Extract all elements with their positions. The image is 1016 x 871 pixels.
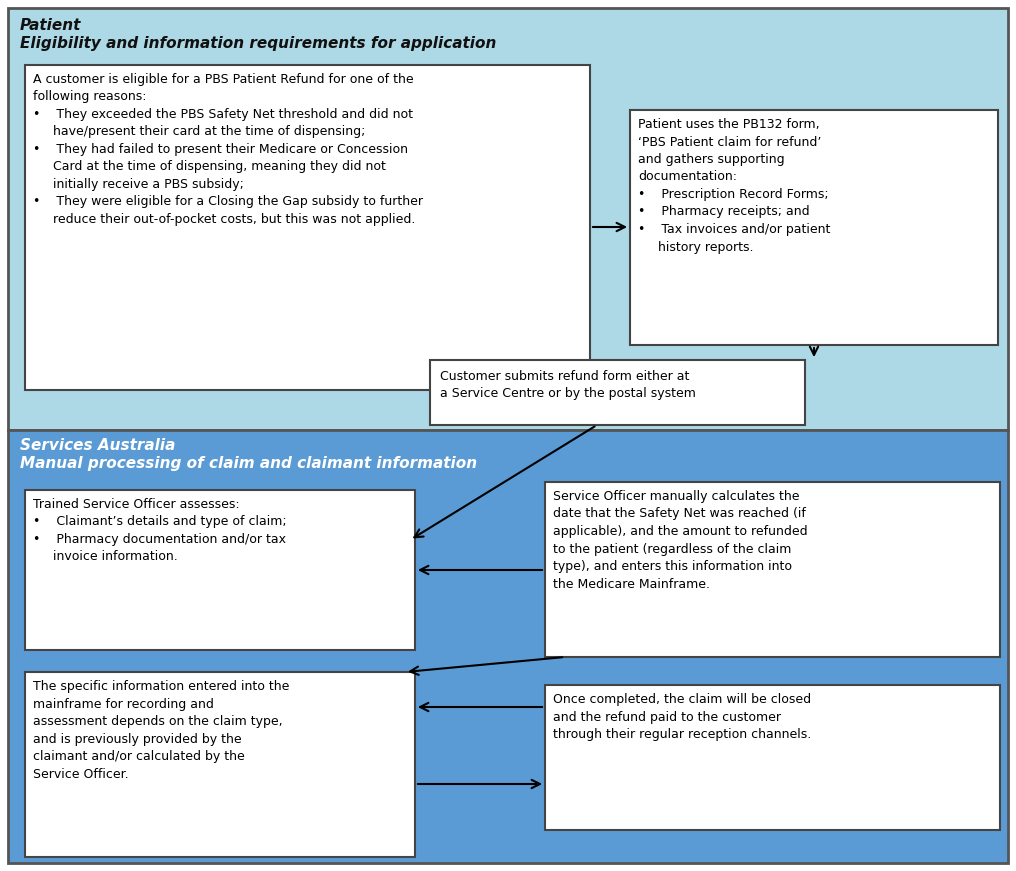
Text: Services Australia: Services Australia	[20, 438, 176, 453]
Text: Eligibility and information requirements for application: Eligibility and information requirements…	[20, 36, 497, 51]
Text: Customer submits refund form either at
a Service Centre or by the postal system: Customer submits refund form either at a…	[440, 370, 696, 401]
Bar	[25, 490, 415, 650]
Bar	[545, 685, 1000, 830]
Bar	[8, 8, 1008, 430]
Text: Service Officer manually calculates the
date that the Safety Net was reached (if: Service Officer manually calculates the …	[553, 490, 808, 591]
Text: A customer is eligible for a PBS Patient Refund for one of the
following reasons: A customer is eligible for a PBS Patient…	[33, 73, 423, 226]
Bar	[25, 672, 415, 857]
Text: Trained Service Officer assesses:
•    Claimant’s details and type of claim;
•  : Trained Service Officer assesses: • Clai…	[33, 498, 287, 564]
Text: Patient uses the PB132 form,
‘PBS Patient claim for refund’
and gathers supporti: Patient uses the PB132 form, ‘PBS Patien…	[638, 118, 830, 253]
Bar	[545, 482, 1000, 657]
Text: The specific information entered into the
mainframe for recording and
assessment: The specific information entered into th…	[33, 680, 290, 780]
Bar	[8, 430, 1008, 863]
Text: Manual processing of claim and claimant information: Manual processing of claim and claimant …	[20, 456, 478, 471]
Bar	[630, 110, 998, 345]
Text: Once completed, the claim will be closed
and the refund paid to the customer
thr: Once completed, the claim will be closed…	[553, 693, 811, 741]
Bar	[25, 65, 590, 390]
Bar	[430, 360, 805, 425]
Text: Patient: Patient	[20, 18, 81, 33]
